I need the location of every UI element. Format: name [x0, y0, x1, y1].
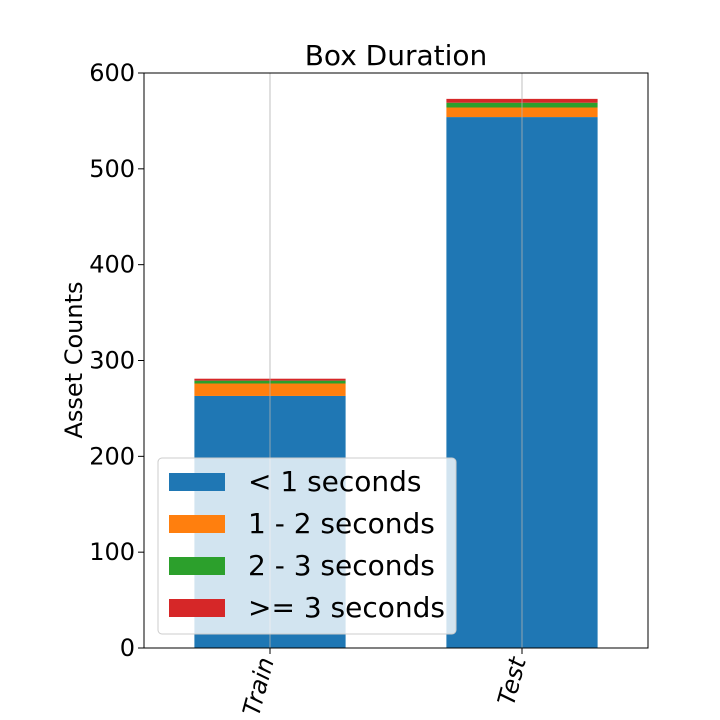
- y-axis-label: Asset Counts: [60, 281, 88, 438]
- legend-box: [157, 457, 457, 635]
- y-tick-label: 200: [89, 442, 135, 470]
- y-axis: 0 100 200 300 400 500 600: [89, 59, 144, 662]
- y-tick-label: 600: [89, 59, 135, 87]
- y-tick-label: 300: [89, 347, 135, 375]
- legend-swatch: [169, 599, 225, 617]
- y-tick-label: 100: [89, 538, 135, 566]
- legend-swatch: [169, 515, 225, 533]
- legend-label: 2 - 3 seconds: [248, 549, 435, 582]
- legend-swatch: [169, 557, 225, 575]
- y-tick-label: 0: [120, 634, 135, 662]
- legend-label: >= 3 seconds: [248, 591, 445, 624]
- y-tick-label: 400: [89, 251, 135, 279]
- legend: < 1 seconds 1 - 2 seconds 2 - 3 seconds …: [157, 457, 457, 635]
- legend-label: 1 - 2 seconds: [248, 507, 435, 540]
- legend-label: < 1 seconds: [248, 465, 422, 498]
- chart-title: Box Duration: [305, 39, 488, 72]
- y-tick-label: 500: [89, 155, 135, 183]
- legend-swatch: [169, 473, 225, 491]
